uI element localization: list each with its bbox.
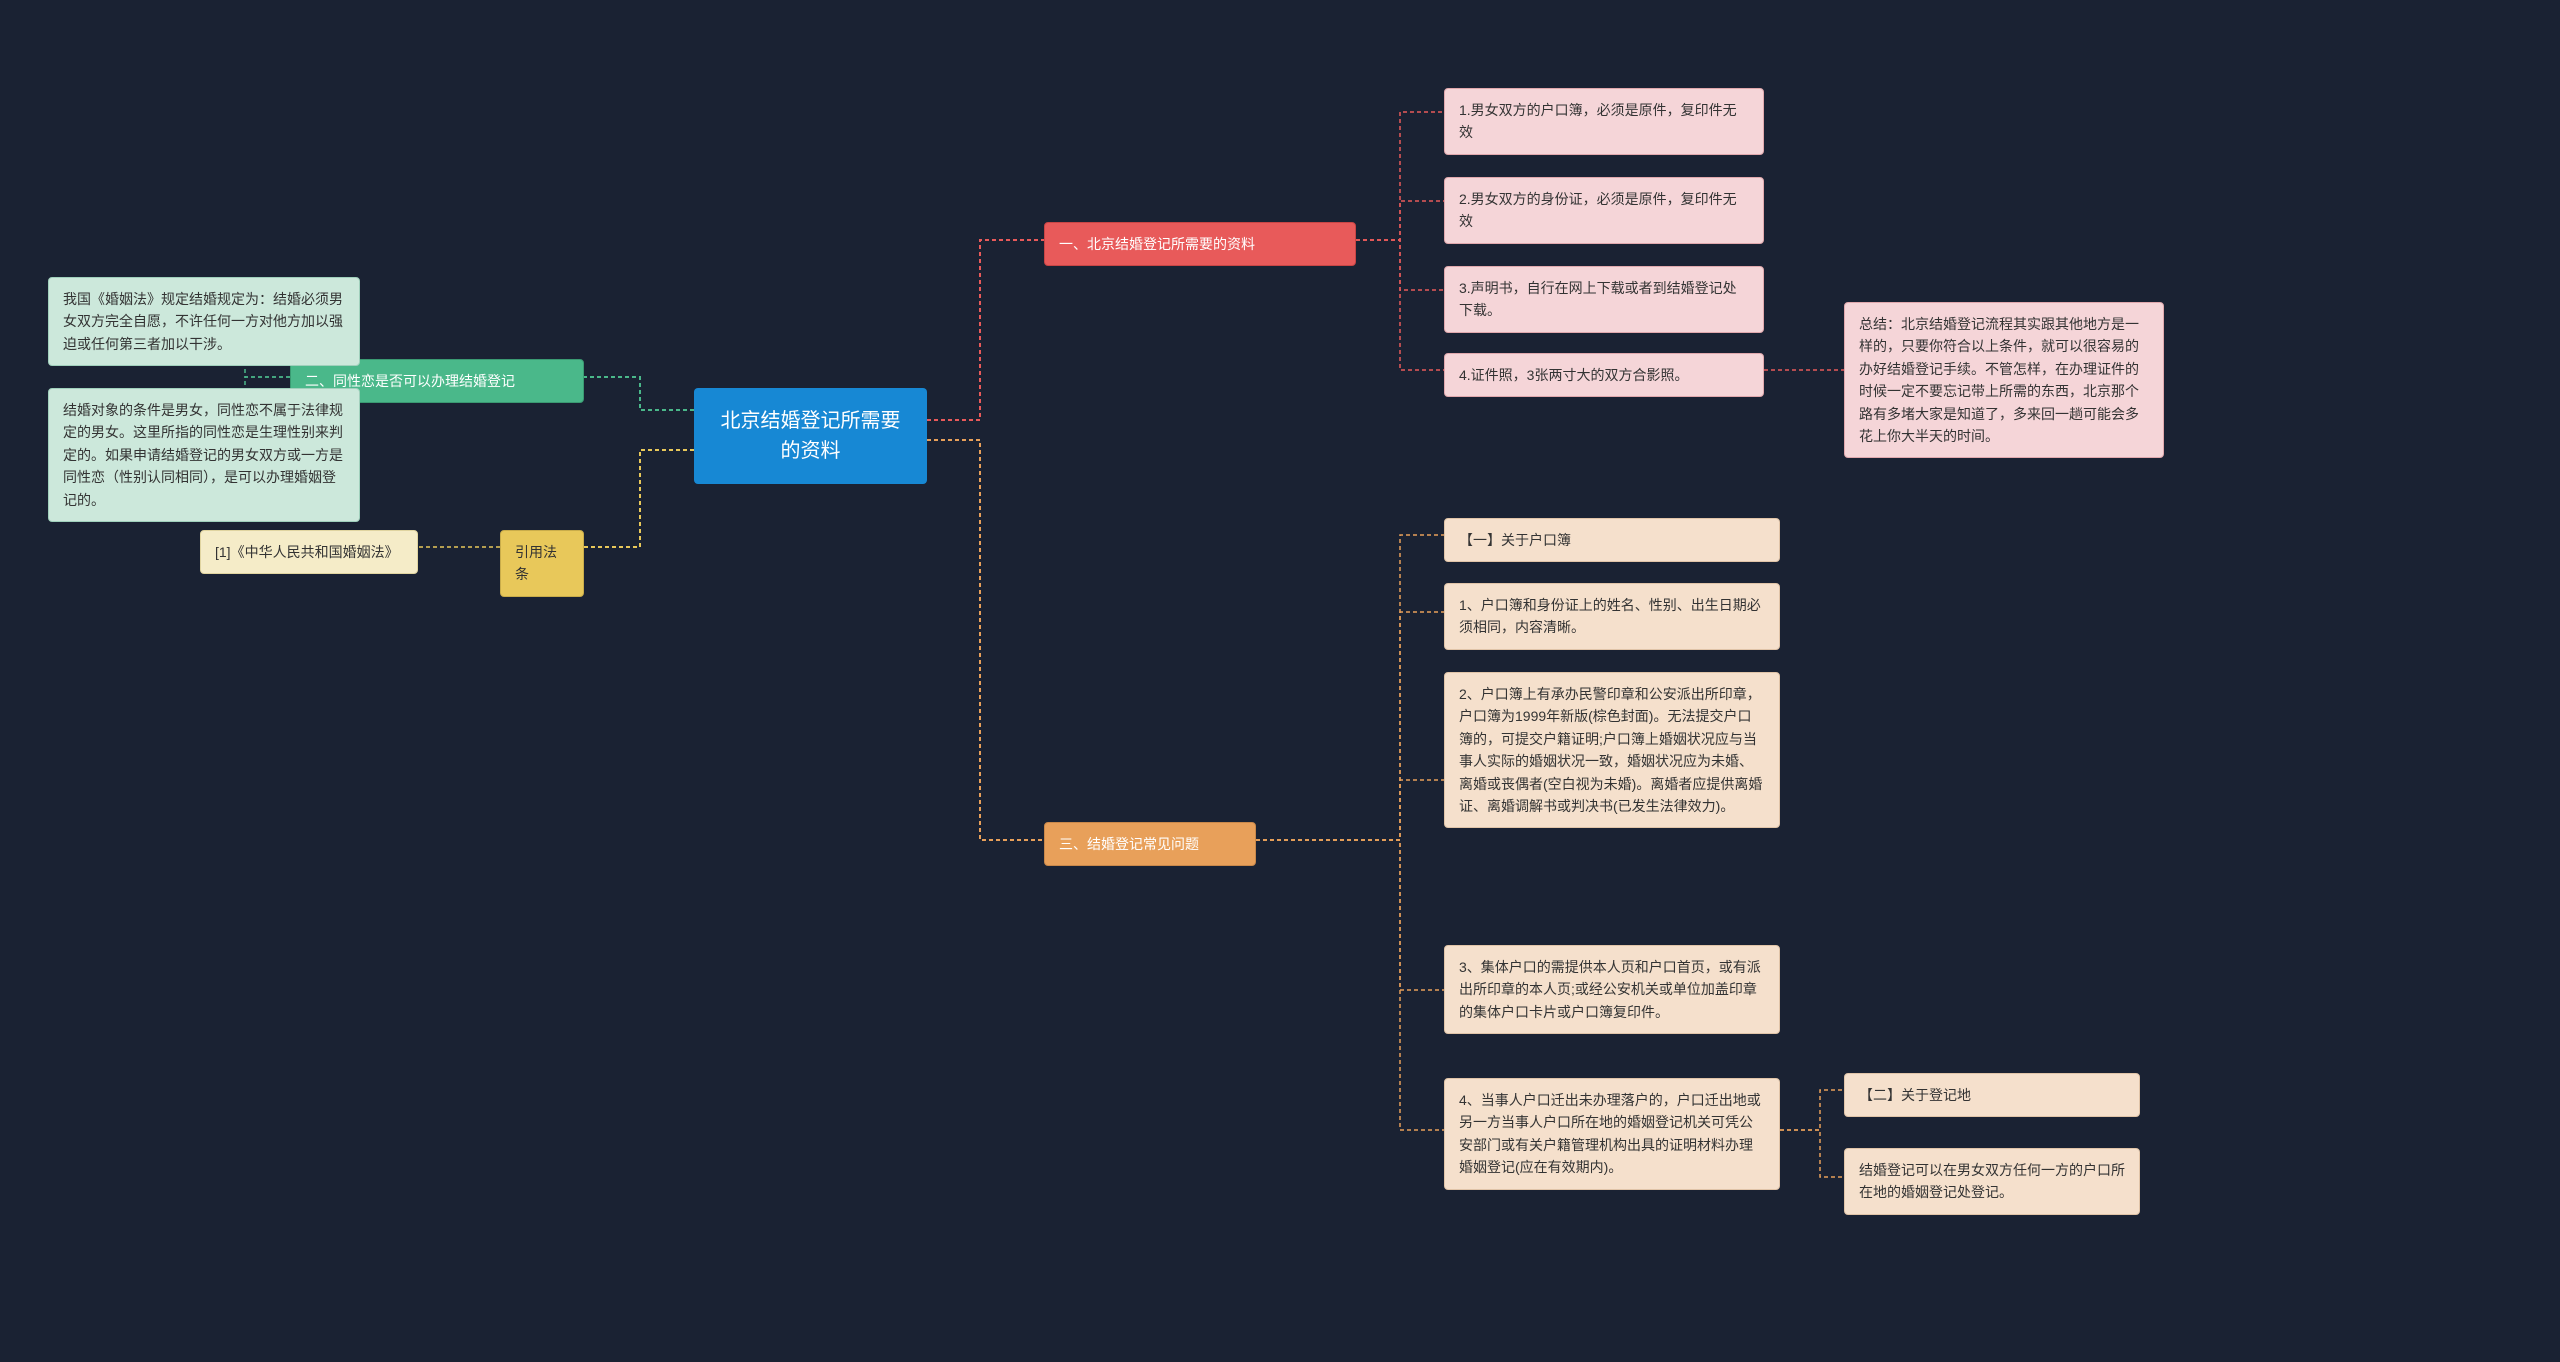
b1-summary[interactable]: 总结：北京结婚登记流程其实跟其他地方是一样的，只要你符合以上条件，就可以很容易的… — [1844, 302, 2164, 458]
b3-item-3[interactable]: 3、集体户口的需提供本人页和户口首页，或有派出所印章的本人页;或经公安机关或单位… — [1444, 945, 1780, 1034]
b3-item-2[interactable]: 2、户口簿上有承办民警印章和公安派出所印章，户口簿为1999年新版(棕色封面)。… — [1444, 672, 1780, 828]
b3-item-4[interactable]: 4、当事人户口迁出未办理落户的，户口迁出地或另一方当事人户口所在地的婚姻登记机关… — [1444, 1078, 1780, 1190]
b1-item-1[interactable]: 1.男女双方的户口簿，必须是原件，复印件无效 — [1444, 88, 1764, 155]
b3-h1[interactable]: 【一】关于户口簿 — [1444, 518, 1780, 562]
b2-item-1[interactable]: 我国《婚姻法》规定结婚规定为：结婚必须男女双方完全自愿，不许任何一方对他方加以强… — [48, 277, 360, 366]
b3-h2[interactable]: 【二】关于登记地 — [1844, 1073, 2140, 1117]
connector-lines — [0, 0, 2560, 1362]
branch-1[interactable]: 一、北京结婚登记所需要的资料 — [1044, 222, 1356, 266]
branch-3[interactable]: 三、结婚登记常见问题 — [1044, 822, 1256, 866]
b1-item-2[interactable]: 2.男女双方的身份证，必须是原件，复印件无效 — [1444, 177, 1764, 244]
b1-item-3[interactable]: 3.声明书，自行在网上下载或者到结婚登记处下载。 — [1444, 266, 1764, 333]
b2-item-2[interactable]: 结婚对象的条件是男女，同性恋不属于法律规定的男女。这里所指的同性恋是生理性别来判… — [48, 388, 360, 522]
b3-item-5[interactable]: 结婚登记可以在男女双方任何一方的户口所在地的婚姻登记处登记。 — [1844, 1148, 2140, 1215]
b1-item-4[interactable]: 4.证件照，3张两寸大的双方合影照。 — [1444, 353, 1764, 397]
branch-law[interactable]: 引用法条 — [500, 530, 584, 597]
law-item-1[interactable]: [1]《中华人民共和国婚姻法》 — [200, 530, 418, 574]
root-node[interactable]: 北京结婚登记所需要的资料 — [694, 388, 927, 484]
b3-item-1[interactable]: 1、户口簿和身份证上的姓名、性别、出生日期必须相同，内容清晰。 — [1444, 583, 1780, 650]
